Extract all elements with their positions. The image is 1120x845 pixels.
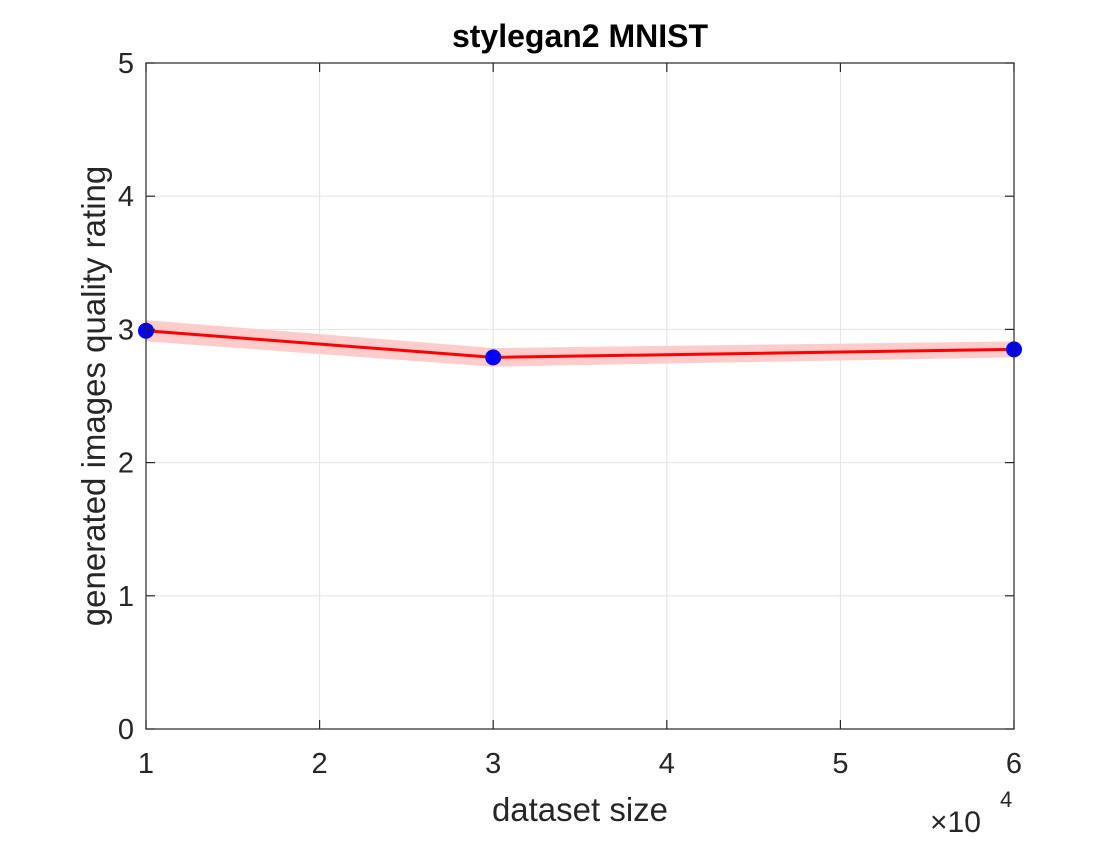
y-tick-label: 3 [118, 314, 134, 346]
grid [145, 62, 1015, 730]
svg-text:×10: ×10 [930, 806, 981, 839]
data-point [485, 349, 502, 366]
y-tick-labels: 0 1 2 3 4 5 [118, 48, 134, 746]
plot-frame [145, 62, 1015, 730]
x-tick-label: 5 [832, 748, 848, 780]
x-tick-label: 4 [659, 748, 675, 780]
x-tick-label: 3 [485, 748, 501, 780]
x-tick-label: 2 [312, 748, 328, 780]
y-tick-label: 4 [118, 181, 134, 213]
x-tick-label: 1 [138, 748, 154, 780]
y-tick-label: 1 [118, 581, 134, 613]
chart-title: stylegan2 MNIST [452, 18, 709, 54]
plot-area [146, 63, 1014, 729]
y-axis-label: generated images quality rating [75, 166, 112, 626]
y-tick-label: 2 [118, 448, 134, 480]
y-tick-label: 5 [118, 48, 134, 80]
multiplier-base: 10 [948, 806, 981, 839]
x-tick-label: 6 [1006, 748, 1022, 780]
multiplier-exponent: 4 [1000, 787, 1012, 812]
x-axis-label: dataset size [492, 791, 668, 828]
multiplier-times-sign: × [930, 806, 948, 839]
y-tick-label: 0 [118, 714, 134, 746]
x-axis-multiplier: ×10 4 [930, 787, 1012, 839]
confidence-band-layer [146, 320, 1014, 367]
x-tick-labels: 1 2 3 4 5 6 [138, 748, 1022, 780]
confidence-band [146, 320, 1014, 367]
tick-marks [145, 62, 1015, 730]
